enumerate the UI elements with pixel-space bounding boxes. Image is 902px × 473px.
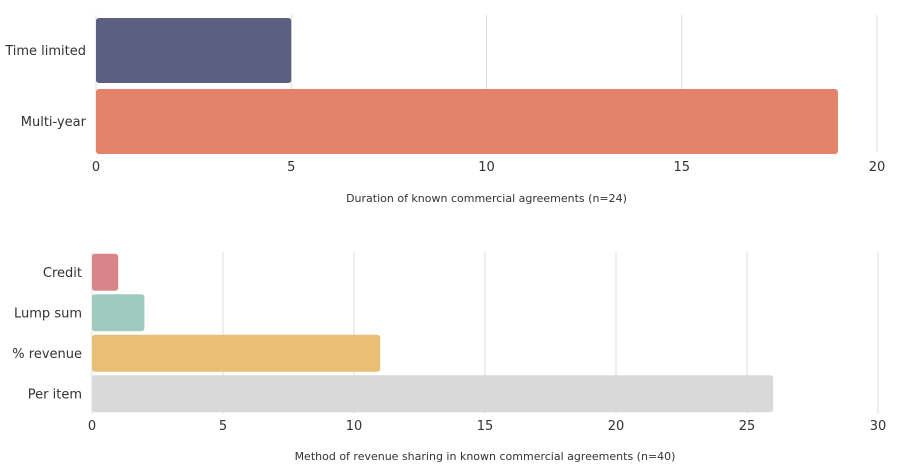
x-tick-label: 15 xyxy=(477,419,494,434)
category-label: Time limited xyxy=(4,44,86,59)
x-tick-label: 0 xyxy=(88,419,96,434)
x-tick-label: 20 xyxy=(869,160,886,175)
x-tick-label: 10 xyxy=(478,160,495,175)
x-tick-label: 15 xyxy=(673,160,690,175)
bar xyxy=(92,294,145,332)
bar xyxy=(92,253,119,291)
duration-chart: 0 5 10 15 20 Time limited Multi-year Duration o… xyxy=(4,15,885,205)
category-label: Per item xyxy=(28,387,82,402)
bar xyxy=(96,18,292,83)
revenue-sharing-chart: 0 5 10 15 20 25 30 Credit Lump sum % revenue Per i… xyxy=(12,252,886,463)
bar xyxy=(96,89,838,154)
category-label: Lump sum xyxy=(14,306,82,321)
chart-caption: Method of revenue sharing in known comme… xyxy=(295,450,676,463)
x-tick-label: 20 xyxy=(608,419,625,434)
x-tick-label: 5 xyxy=(219,419,227,434)
category-label: Multi-year xyxy=(21,115,87,130)
x-tick-label: 0 xyxy=(92,160,100,175)
chart-caption: Duration of known commercial agreements … xyxy=(346,192,627,205)
bar xyxy=(92,375,774,413)
x-tick-label: 30 xyxy=(870,419,887,434)
category-label: % revenue xyxy=(12,347,82,362)
bar xyxy=(92,334,381,372)
x-tick-label: 10 xyxy=(346,419,363,434)
x-tick-label: 5 xyxy=(287,160,295,175)
category-label: Credit xyxy=(43,266,82,281)
x-tick-label: 25 xyxy=(739,419,756,434)
